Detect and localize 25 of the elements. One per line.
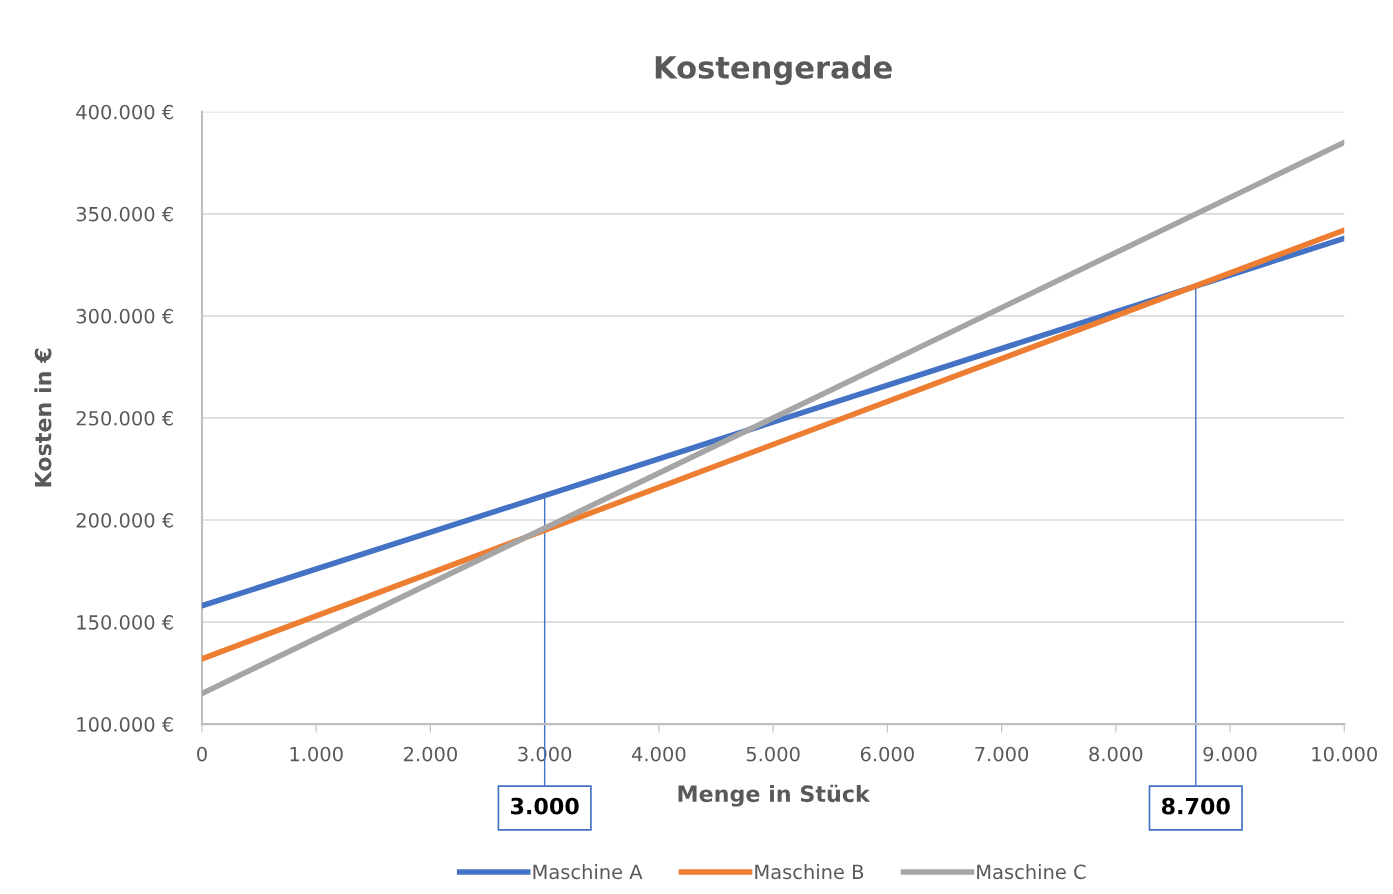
x-tick-label: 8.000 bbox=[1089, 746, 1143, 762]
x-tick-label: 1.000 bbox=[290, 746, 343, 762]
y-tick-label: 200.000 € bbox=[76, 512, 173, 528]
x-tick-label: 4.000 bbox=[632, 746, 686, 762]
x-tick-label: 7.000 bbox=[975, 746, 1029, 762]
y-tick-label: 300.000 € bbox=[76, 308, 173, 324]
x-tick-label: 10.000 bbox=[1312, 746, 1377, 762]
y-axis-title: Kosten in € bbox=[34, 348, 52, 487]
legend-label: Maschine C bbox=[977, 864, 1086, 880]
x-tick-label: 6.000 bbox=[860, 746, 914, 762]
x-tick-label: 9.000 bbox=[1203, 746, 1257, 762]
x-axis-title: Menge in Stück bbox=[678, 784, 871, 807]
ref-line-label: 3.000 bbox=[511, 797, 579, 815]
x-tick-label: 5.000 bbox=[746, 746, 800, 762]
y-tick-label: 350.000 € bbox=[76, 206, 173, 222]
legend-label: Maschine A bbox=[533, 864, 643, 880]
y-tick-label: 100.000 € bbox=[77, 717, 173, 732]
x-tick-label: 2.000 bbox=[404, 746, 457, 762]
chart-title: Kostengerade bbox=[655, 55, 892, 86]
y-tick-label: 150.000 € bbox=[77, 615, 173, 630]
legend-label: Maschine B bbox=[755, 864, 864, 880]
x-tick-label: 0 bbox=[197, 746, 207, 762]
ref-line-label: 8.700 bbox=[1161, 797, 1230, 815]
y-tick-label: 400.000 € bbox=[76, 104, 173, 120]
y-tick-label: 250.000 € bbox=[76, 410, 173, 426]
